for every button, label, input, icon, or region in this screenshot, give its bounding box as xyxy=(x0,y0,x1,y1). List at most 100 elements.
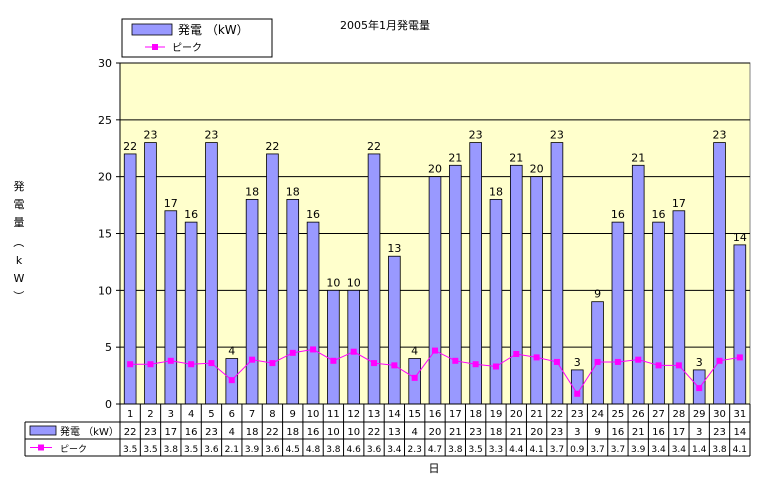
y-axis-title: 発電量 （ kW ） xyxy=(12,179,25,302)
x-tick-label: 11 xyxy=(327,409,340,420)
table-cell-bar-value: 3 xyxy=(574,427,580,438)
table-cell-peak-value: 3.9 xyxy=(631,445,646,455)
table-line-marker xyxy=(38,444,44,451)
table-cell-bar-value: 23 xyxy=(713,427,726,438)
bar xyxy=(672,210,686,405)
y-axis-title-char: 電 xyxy=(14,198,25,211)
table-cell-peak-value: 3.8 xyxy=(448,445,463,455)
bar-value-label: 16 xyxy=(184,208,198,221)
peak-marker xyxy=(716,357,723,364)
bar-value-label: 21 xyxy=(509,151,523,164)
table-cell-bar-value: 17 xyxy=(164,427,177,438)
bar-value-label: 18 xyxy=(286,185,300,198)
table-cell-bar-value: 4 xyxy=(229,427,235,438)
table-cell-bar-value: 23 xyxy=(144,427,157,438)
y-tick-label: 10 xyxy=(98,284,112,297)
legend-bar-swatch xyxy=(131,23,173,36)
y-axis-title-char: （ xyxy=(12,237,25,248)
table-cell-peak-value: 0.9 xyxy=(570,445,585,455)
table-cell-bar-value: 23 xyxy=(469,427,482,438)
y-axis-title-char: 発 xyxy=(14,179,25,193)
bar xyxy=(286,198,300,405)
table-cell-peak-value: 3.4 xyxy=(672,445,687,455)
x-tick-label: 14 xyxy=(388,409,401,420)
bar-value-label: 22 xyxy=(123,140,137,153)
bar-value-label: 14 xyxy=(733,231,747,244)
bar-value-label: 23 xyxy=(469,129,483,142)
peak-marker xyxy=(330,357,337,364)
table-cell-bar-value: 18 xyxy=(286,427,299,438)
x-tick-label: 24 xyxy=(591,409,604,420)
legend-bar-label: 発電 （kW） xyxy=(178,23,249,37)
bar xyxy=(449,164,462,405)
table-cell-peak-value: 1.4 xyxy=(692,445,707,455)
bar xyxy=(428,176,442,405)
table-cell-peak-value: 3.8 xyxy=(712,445,727,455)
x-tick-label: 25 xyxy=(612,409,625,420)
bar-value-label: 16 xyxy=(652,208,666,221)
x-tick-label: 19 xyxy=(490,409,503,420)
peak-marker xyxy=(513,350,520,357)
peak-marker xyxy=(655,362,662,369)
bar-value-label: 3 xyxy=(574,356,581,369)
x-tick-label: 21 xyxy=(530,409,543,420)
bar xyxy=(611,221,625,405)
peak-marker xyxy=(432,347,438,354)
legend: 発電 （kW） ピーク xyxy=(121,18,273,58)
bar xyxy=(327,289,340,405)
table-row-label-peak: ピーク xyxy=(60,444,87,455)
bar-value-label: 23 xyxy=(204,129,218,142)
bar-value-label: 20 xyxy=(530,163,544,176)
table-cell-peak-value: 3.7 xyxy=(550,445,564,455)
table-cell-bar-value: 21 xyxy=(510,427,523,438)
table-cell-peak-value: 3.5 xyxy=(143,445,157,455)
table-cell-peak-value: 3.6 xyxy=(367,445,382,455)
bar-value-label: 3 xyxy=(696,356,703,369)
y-axis-title-char: k xyxy=(16,254,23,267)
x-tick-label: 18 xyxy=(469,409,482,420)
bar-value-label: 22 xyxy=(265,140,279,153)
y-axis-title-char: W xyxy=(14,272,25,285)
bar-value-label: 23 xyxy=(713,129,727,142)
table-cell-bar-value: 17 xyxy=(673,427,686,438)
table-cell-bar-value: 16 xyxy=(652,427,665,438)
table-cell-peak-value: 3.7 xyxy=(590,445,604,455)
table-cell-peak-value: 4.4 xyxy=(509,445,524,455)
x-tick-label: 27 xyxy=(652,409,665,420)
y-tick-label: 0 xyxy=(105,398,112,411)
bar xyxy=(530,176,543,405)
x-tick-label: 30 xyxy=(713,409,726,420)
peak-marker xyxy=(249,356,256,363)
table-cell-bar-value: 21 xyxy=(632,427,645,438)
bar-value-label: 10 xyxy=(326,276,340,289)
peak-marker xyxy=(289,349,296,356)
bar-value-label: 22 xyxy=(367,140,381,153)
bar xyxy=(652,221,665,405)
x-tick-label: 12 xyxy=(347,409,360,420)
peak-marker xyxy=(391,362,398,369)
table-cell-peak-value: 3.8 xyxy=(164,445,179,455)
table-cell-bar-value: 18 xyxy=(246,427,259,438)
peak-marker xyxy=(533,354,540,361)
table-cell-peak-value: 3.4 xyxy=(651,445,666,455)
bar-value-label: 18 xyxy=(245,185,259,198)
table-cell-bar-value: 4 xyxy=(411,427,417,438)
table-cell-peak-value: 3.5 xyxy=(468,445,482,455)
table-cell-bar-value: 16 xyxy=(612,427,625,438)
x-tick-label: 15 xyxy=(408,409,421,420)
x-tick-label: 5 xyxy=(208,409,214,420)
legend-line-marker xyxy=(152,44,158,50)
bar xyxy=(509,164,523,405)
bar-value-label: 16 xyxy=(611,208,625,221)
peak-marker xyxy=(635,356,642,363)
legend-line-label: ピーク xyxy=(172,42,202,54)
peak-marker xyxy=(594,358,601,365)
table-cell-peak-value: 3.4 xyxy=(387,445,402,455)
table-cell-bar-value: 3 xyxy=(696,427,702,438)
x-tick-label: 28 xyxy=(673,409,686,420)
table-cell-bar-value: 22 xyxy=(368,427,381,438)
bar-value-label: 17 xyxy=(164,197,178,210)
data-table: 1223.52233.53173.84163.55233.6642.17183.… xyxy=(24,404,751,457)
x-tick-label: 10 xyxy=(307,409,320,420)
